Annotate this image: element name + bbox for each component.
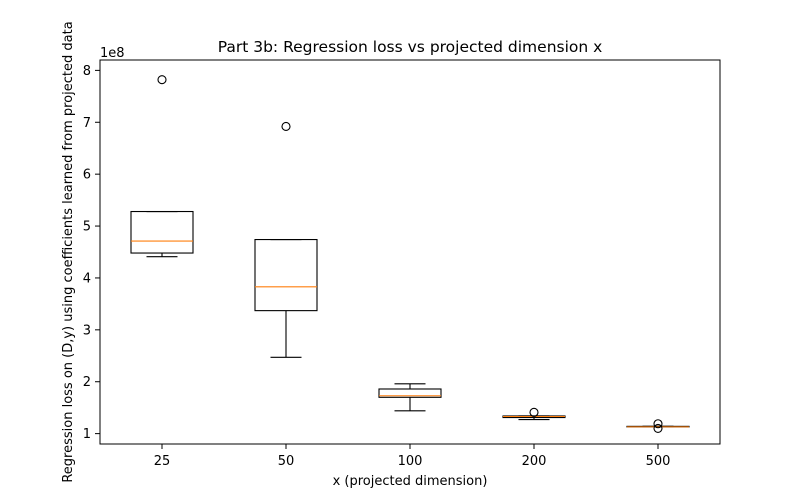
iqr-box xyxy=(254,238,318,312)
y-tick-label: 5 xyxy=(83,220,91,235)
y-axis-label: Regression loss on (D,y) using coefficie… xyxy=(61,21,76,482)
outlier-point xyxy=(653,419,663,429)
plot-area: 1 2 3 4 5 6 7 8 25 50 100 200 500 xyxy=(83,64,690,469)
plot-frame xyxy=(99,59,721,445)
x-tick-label: 50 xyxy=(278,454,295,469)
x-tick-label: 25 xyxy=(154,454,171,469)
outlier-point xyxy=(529,407,539,417)
y-tick-label: 8 xyxy=(83,64,91,79)
x-axis-label: x (projected dimension) xyxy=(333,474,488,489)
x-tick-label: 200 xyxy=(522,454,547,469)
outlier-point xyxy=(281,121,291,131)
iqr-box xyxy=(378,388,442,398)
y-tick-label: 2 xyxy=(83,375,91,390)
iqr-box xyxy=(130,210,194,254)
y-tick-label: 6 xyxy=(83,168,91,183)
y-tick-label: 1 xyxy=(83,427,91,442)
x-tick-label: 500 xyxy=(646,454,671,469)
y-tick-label: 3 xyxy=(83,323,91,338)
x-tick-label: 100 xyxy=(398,454,423,469)
y-tick-label: 4 xyxy=(83,271,91,286)
outlier-point xyxy=(653,423,663,433)
y-tick-label: 7 xyxy=(83,116,91,131)
y-axis-offset-label: 1e8 xyxy=(100,46,125,61)
outlier-point xyxy=(157,75,167,85)
chart-title: Part 3b: Regression loss vs projected di… xyxy=(218,38,603,56)
